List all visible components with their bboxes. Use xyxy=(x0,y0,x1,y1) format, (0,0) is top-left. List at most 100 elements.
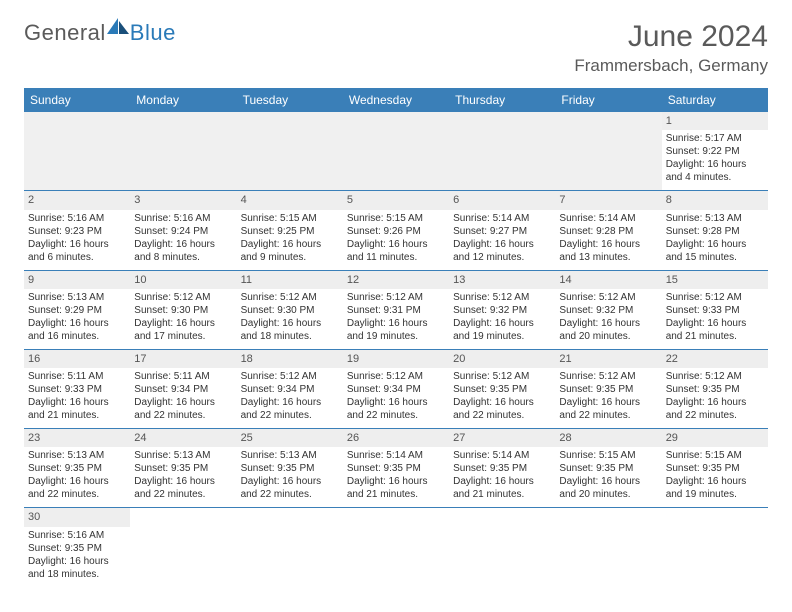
sunset-text: Sunset: 9:35 PM xyxy=(28,462,126,475)
calendar-cell: 19Sunrise: 5:12 AMSunset: 9:34 PMDayligh… xyxy=(343,349,449,428)
daylight-text: Daylight: 16 hours xyxy=(28,555,126,568)
brand-part2: Blue xyxy=(130,20,176,45)
daylight-text: Daylight: 16 hours xyxy=(666,317,764,330)
sunset-text: Sunset: 9:35 PM xyxy=(453,383,551,396)
daylight-text: Daylight: 16 hours xyxy=(241,238,339,251)
calendar-cell xyxy=(343,112,449,191)
calendar-cell: 5Sunrise: 5:15 AMSunset: 9:26 PMDaylight… xyxy=(343,191,449,270)
sunset-text: Sunset: 9:35 PM xyxy=(347,462,445,475)
daylight-text: and 17 minutes. xyxy=(134,330,232,343)
day-number: 17 xyxy=(130,350,236,368)
daylight-text: Daylight: 16 hours xyxy=(134,396,232,409)
sunrise-text: Sunrise: 5:13 AM xyxy=(241,449,339,462)
daylight-text: and 22 minutes. xyxy=(666,409,764,422)
sunset-text: Sunset: 9:35 PM xyxy=(666,462,764,475)
daylight-text: and 20 minutes. xyxy=(559,488,657,501)
calendar-cell xyxy=(237,112,343,191)
daylight-text: Daylight: 16 hours xyxy=(559,238,657,251)
month-title: June 2024 xyxy=(574,20,768,54)
calendar-cell: 12Sunrise: 5:12 AMSunset: 9:31 PMDayligh… xyxy=(343,270,449,349)
calendar-cell xyxy=(555,112,661,191)
sunset-text: Sunset: 9:34 PM xyxy=(134,383,232,396)
sunrise-text: Sunrise: 5:14 AM xyxy=(559,212,657,225)
daylight-text: and 20 minutes. xyxy=(559,330,657,343)
sunrise-text: Sunrise: 5:12 AM xyxy=(666,291,764,304)
day-number: 30 xyxy=(24,508,130,526)
daylight-text: Daylight: 16 hours xyxy=(559,396,657,409)
daylight-text: and 19 minutes. xyxy=(347,330,445,343)
sunset-text: Sunset: 9:35 PM xyxy=(453,462,551,475)
calendar-cell xyxy=(449,112,555,191)
daylight-text: Daylight: 16 hours xyxy=(559,317,657,330)
calendar-cell xyxy=(555,508,661,587)
header: GeneralBlue June 2024 Frammersbach, Germ… xyxy=(24,20,768,76)
sunrise-text: Sunrise: 5:12 AM xyxy=(453,291,551,304)
daylight-text: Daylight: 16 hours xyxy=(453,238,551,251)
calendar-cell: 6Sunrise: 5:14 AMSunset: 9:27 PMDaylight… xyxy=(449,191,555,270)
sail-icon xyxy=(104,16,132,36)
sunset-text: Sunset: 9:32 PM xyxy=(453,304,551,317)
calendar-cell: 11Sunrise: 5:12 AMSunset: 9:30 PMDayligh… xyxy=(237,270,343,349)
calendar-cell: 7Sunrise: 5:14 AMSunset: 9:28 PMDaylight… xyxy=(555,191,661,270)
daylight-text: Daylight: 16 hours xyxy=(28,396,126,409)
calendar-cell xyxy=(237,508,343,587)
sunrise-text: Sunrise: 5:15 AM xyxy=(559,449,657,462)
weekday-header: Monday xyxy=(130,88,236,112)
daylight-text: and 11 minutes. xyxy=(347,251,445,264)
sunset-text: Sunset: 9:35 PM xyxy=(559,383,657,396)
calendar-cell: 27Sunrise: 5:14 AMSunset: 9:35 PMDayligh… xyxy=(449,429,555,508)
calendar-cell: 4Sunrise: 5:15 AMSunset: 9:25 PMDaylight… xyxy=(237,191,343,270)
sunrise-text: Sunrise: 5:12 AM xyxy=(666,370,764,383)
calendar-cell: 24Sunrise: 5:13 AMSunset: 9:35 PMDayligh… xyxy=(130,429,236,508)
daylight-text: and 18 minutes. xyxy=(241,330,339,343)
calendar-cell: 30Sunrise: 5:16 AMSunset: 9:35 PMDayligh… xyxy=(24,508,130,587)
calendar-cell: 23Sunrise: 5:13 AMSunset: 9:35 PMDayligh… xyxy=(24,429,130,508)
day-number: 20 xyxy=(449,350,555,368)
daylight-text: Daylight: 16 hours xyxy=(453,475,551,488)
daylight-text: Daylight: 16 hours xyxy=(666,238,764,251)
weekday-header: Saturday xyxy=(662,88,768,112)
sunset-text: Sunset: 9:35 PM xyxy=(559,462,657,475)
calendar-row: 9Sunrise: 5:13 AMSunset: 9:29 PMDaylight… xyxy=(24,270,768,349)
daylight-text: and 12 minutes. xyxy=(453,251,551,264)
sunset-text: Sunset: 9:30 PM xyxy=(241,304,339,317)
sunrise-text: Sunrise: 5:16 AM xyxy=(28,212,126,225)
daylight-text: and 22 minutes. xyxy=(241,488,339,501)
sunset-text: Sunset: 9:29 PM xyxy=(28,304,126,317)
calendar-cell: 22Sunrise: 5:12 AMSunset: 9:35 PMDayligh… xyxy=(662,349,768,428)
calendar-cell: 10Sunrise: 5:12 AMSunset: 9:30 PMDayligh… xyxy=(130,270,236,349)
calendar-cell: 21Sunrise: 5:12 AMSunset: 9:35 PMDayligh… xyxy=(555,349,661,428)
daylight-text: and 19 minutes. xyxy=(453,330,551,343)
daylight-text: and 22 minutes. xyxy=(453,409,551,422)
day-number: 27 xyxy=(449,429,555,447)
sunset-text: Sunset: 9:33 PM xyxy=(666,304,764,317)
daylight-text: Daylight: 16 hours xyxy=(28,317,126,330)
daylight-text: and 13 minutes. xyxy=(559,251,657,264)
daylight-text: and 4 minutes. xyxy=(666,171,764,184)
daylight-text: Daylight: 16 hours xyxy=(134,475,232,488)
calendar-cell: 13Sunrise: 5:12 AMSunset: 9:32 PMDayligh… xyxy=(449,270,555,349)
weekday-header-row: Sunday Monday Tuesday Wednesday Thursday… xyxy=(24,88,768,112)
daylight-text: Daylight: 16 hours xyxy=(241,396,339,409)
day-number: 21 xyxy=(555,350,661,368)
daylight-text: and 9 minutes. xyxy=(241,251,339,264)
sunrise-text: Sunrise: 5:13 AM xyxy=(28,449,126,462)
daylight-text: and 22 minutes. xyxy=(28,488,126,501)
calendar-row: 30Sunrise: 5:16 AMSunset: 9:35 PMDayligh… xyxy=(24,508,768,587)
brand-part1: General xyxy=(24,20,106,45)
daylight-text: Daylight: 16 hours xyxy=(28,238,126,251)
day-number: 8 xyxy=(662,191,768,209)
sunrise-text: Sunrise: 5:17 AM xyxy=(666,132,764,145)
daylight-text: Daylight: 16 hours xyxy=(347,317,445,330)
daylight-text: and 6 minutes. xyxy=(28,251,126,264)
day-number: 6 xyxy=(449,191,555,209)
sunrise-text: Sunrise: 5:12 AM xyxy=(241,291,339,304)
day-number: 1 xyxy=(662,112,768,130)
weekday-header: Tuesday xyxy=(237,88,343,112)
daylight-text: and 22 minutes. xyxy=(134,488,232,501)
calendar-row: 2Sunrise: 5:16 AMSunset: 9:23 PMDaylight… xyxy=(24,191,768,270)
day-number: 24 xyxy=(130,429,236,447)
sunrise-text: Sunrise: 5:13 AM xyxy=(134,449,232,462)
calendar-cell: 28Sunrise: 5:15 AMSunset: 9:35 PMDayligh… xyxy=(555,429,661,508)
sunrise-text: Sunrise: 5:15 AM xyxy=(241,212,339,225)
